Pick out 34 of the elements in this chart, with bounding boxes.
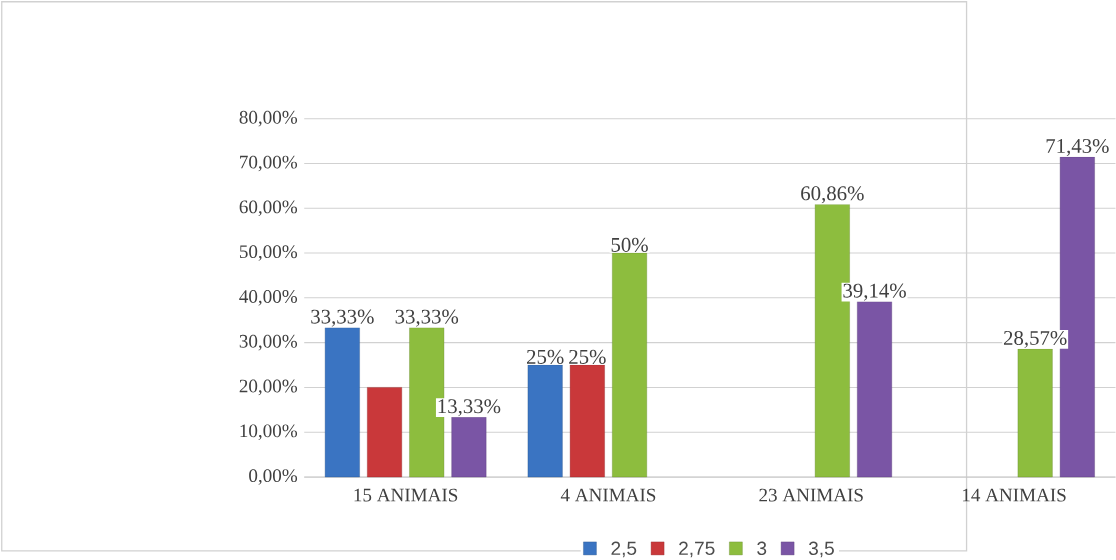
x-tick-label: 23 ANIMAIS (759, 488, 863, 502)
y-tick-label: 60,00% (239, 200, 298, 217)
bar (527, 365, 563, 478)
y-tick-label: 10,00% (240, 424, 298, 441)
bar (367, 387, 402, 478)
y-tick-label: 50,00% (239, 245, 298, 262)
data-label: 33,33% (395, 309, 459, 327)
y-tick-label: 70,00% (240, 155, 298, 172)
legend-label: 2,5 (611, 541, 637, 558)
y-tick-label: 0,00% (249, 469, 298, 485)
bar (324, 327, 360, 478)
bar (1017, 349, 1053, 478)
legend-label: 2,75 (679, 541, 715, 558)
data-label: 39,14% (843, 283, 906, 301)
data-label: 28,57% (1003, 331, 1067, 349)
x-tick-label: 15 ANIMAIS (354, 488, 458, 502)
data-label: 60,86% (801, 186, 864, 204)
data-label: 71,43% (1046, 139, 1109, 157)
bar (612, 253, 647, 478)
y-tick-label: 40,00% (239, 290, 298, 306)
x-tick-label: 4 ANIMAIS (560, 488, 656, 502)
x-tick-label: 14 ANIMAIS (962, 488, 1066, 502)
legend-label: 3,5 (808, 541, 834, 558)
data-label: 25% (527, 350, 564, 365)
data-label: 13,33% (438, 399, 501, 417)
bar (857, 301, 892, 478)
y-tick-label: 80,00% (239, 111, 298, 127)
data-label: 50% (611, 238, 648, 253)
data-label: 25% (569, 350, 606, 365)
legend-label: 3 (757, 541, 767, 556)
y-tick-label: 30,00% (239, 334, 298, 351)
data-label: 33,33% (311, 309, 374, 327)
bar (569, 365, 605, 478)
y-tick-label: 20,00% (239, 379, 298, 396)
